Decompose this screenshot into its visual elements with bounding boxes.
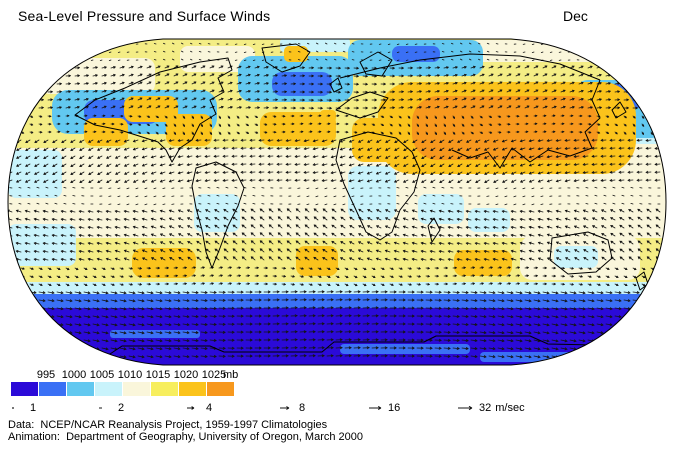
wind-scale-value: 4 <box>206 402 213 414</box>
wind-scale-entry: 4 <box>186 401 212 415</box>
colorbar-cell <box>207 382 234 396</box>
wind-scale-entry: 1 <box>10 401 36 415</box>
wind-scale-value: 16 <box>388 402 401 414</box>
colorbar-tick: 1010 <box>117 369 143 381</box>
colorbar-cells <box>11 382 235 396</box>
wind-scale-entry: 8 <box>279 401 305 415</box>
wind-scale-entry: 16 <box>368 401 400 415</box>
colorbar-cell <box>67 382 94 396</box>
pressure-field <box>8 39 666 365</box>
colorbar-tick: 1005 <box>89 369 115 381</box>
wind-arrow-icon <box>280 406 290 410</box>
wind-scale-value: 2 <box>118 402 125 414</box>
colorbar-tick: 995 <box>36 369 56 381</box>
wind-scale-entry: 2 <box>98 401 124 415</box>
wind-scale-value: 32 <box>479 402 492 414</box>
wind-scale-entry: 32 m/sec <box>457 401 525 415</box>
colorbar-cell <box>179 382 206 396</box>
colorbar-tick: 1025 <box>201 369 227 381</box>
wind-scale-value: 1 <box>30 402 37 414</box>
data-credit-line: Data: NCEP/NCAR Reanalysis Project, 1959… <box>8 419 328 431</box>
wind-arrow-icon <box>187 406 195 410</box>
wind-scale-value: 8 <box>299 402 306 414</box>
colorbar-cell <box>151 382 178 396</box>
wind-arrow-icon <box>458 405 473 411</box>
wind-arrow-icon <box>369 405 382 411</box>
colorbar-cell <box>123 382 150 396</box>
colorbar-tick: 1020 <box>173 369 199 381</box>
coastlines <box>30 43 649 355</box>
colorbar-tick: 1000 <box>61 369 87 381</box>
credits: Data: NCEP/NCAR Reanalysis Project, 1959… <box>8 419 363 443</box>
colorbar-cell <box>39 382 66 396</box>
wind-arrow-icon <box>99 407 102 409</box>
wind-speed-legend: 1 2 4 8 16 32 m/sec <box>0 401 674 417</box>
wind-scale-unit: m/sec <box>495 402 525 414</box>
colorbar-unit: mb <box>223 369 239 381</box>
colorbar-cell <box>11 382 38 396</box>
page-title: Sea-Level Pressure and Surface Winds <box>18 8 271 24</box>
wind-arrow-icon <box>12 407 14 409</box>
animation-credit-line: Animation: Department of Geography, Univ… <box>8 431 364 443</box>
colorbar-cell <box>95 382 122 396</box>
pressure-colorbar: 995 1000 1005 1010 1015 1020 1025 mb <box>11 369 271 396</box>
map-outline <box>7 38 667 366</box>
colorbar-tick: 1015 <box>145 369 171 381</box>
month-label: Dec <box>563 8 588 24</box>
